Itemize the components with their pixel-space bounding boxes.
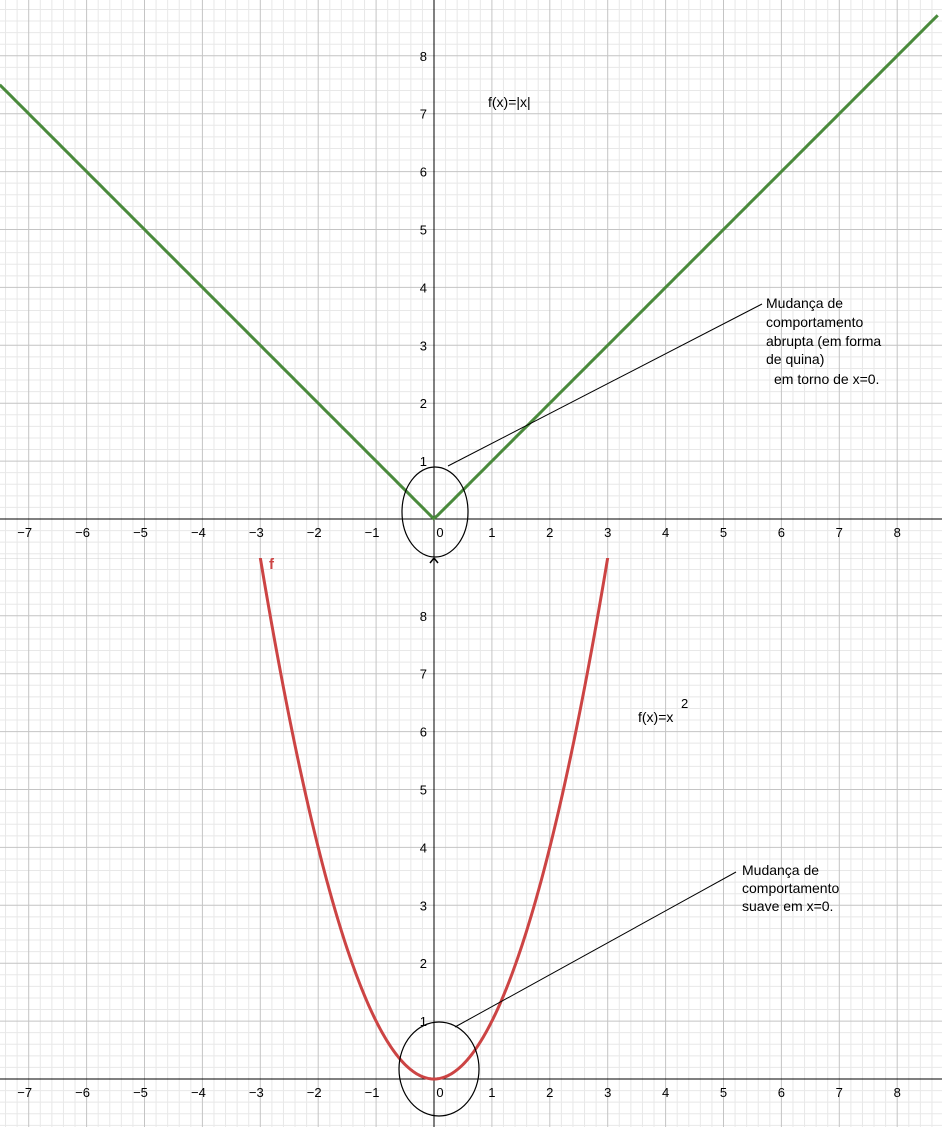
x-tick-label: −4: [191, 1085, 206, 1100]
grid: [0, 0, 942, 558]
x-tick-label: 2: [546, 1085, 553, 1100]
abs-value-curve: [0, 14, 939, 521]
y-tick-label: 8: [420, 609, 427, 624]
x-tick-label: −6: [75, 1085, 90, 1100]
annotation-pointer-line: [454, 871, 737, 1028]
x-tick-label: 0: [436, 1085, 443, 1100]
x-tick-label: 6: [778, 525, 785, 540]
x-tick-label: 7: [836, 1085, 843, 1100]
grid: [0, 558, 942, 1127]
annotation-line-5: em torno de x=0.: [774, 371, 879, 387]
y-axis-arrow: [429, 558, 439, 564]
y-tick-label: 8: [420, 49, 427, 64]
x-tick-label: −7: [17, 1085, 32, 1100]
x-tick-label: −1: [365, 525, 380, 540]
y-tick-label: 4: [420, 280, 427, 295]
formula-label: f(x)=|x|: [488, 94, 531, 110]
y-tick-label: 3: [420, 898, 427, 913]
formula-exponent: 2: [681, 696, 688, 711]
x-tick-label: 8: [894, 1085, 901, 1100]
annotation-line-1: Mudança de: [766, 295, 843, 311]
x-tick-label: 4: [662, 1085, 669, 1100]
x-tick-label: 3: [604, 525, 611, 540]
x-tick-label: 8: [894, 525, 901, 540]
abs-value-panel: −7 −6 −5 −4 −3 −2 −1 0 1 2 3 4 5 6 7 8 1 2 3 4 5 6 7 8 f(x)=|x|…: [0, 0, 942, 558]
x-tick-label: 1: [488, 1085, 495, 1100]
tick-labels: −7 −6 −5 −4 −3 −2 −1 0 1 2 3 4 5 6 7 8 1 2 3 4 5 6 7 8: [17, 609, 901, 1100]
annotation-line-4: de quina): [766, 351, 824, 367]
y-tick-label: 4: [420, 840, 427, 855]
y-tick-label: 6: [420, 725, 427, 740]
parabola-curve: [258, 558, 610, 1081]
y-tick-label: 1: [420, 1014, 427, 1029]
annotation-line-1: Mudança de: [742, 862, 819, 878]
y-tick-label: 5: [420, 223, 427, 238]
x-tick-label: 5: [720, 525, 727, 540]
y-tick-label: 7: [420, 667, 427, 682]
x-tick-label: 1: [488, 525, 495, 540]
annotation-pointer-line: [447, 303, 763, 467]
x-tick-label: −1: [365, 1085, 380, 1100]
x-tick-label: −2: [307, 1085, 322, 1100]
x-tick-label: −5: [133, 1085, 148, 1100]
y-tick-label: 6: [420, 165, 427, 180]
x-tick-label: 5: [720, 1085, 727, 1100]
x-tick-label: 6: [778, 1085, 785, 1100]
corner-highlight-circle: [401, 466, 469, 558]
axes: [0, 0, 942, 558]
series-name-label: f: [269, 556, 275, 573]
tick-labels: −7 −6 −5 −4 −3 −2 −1 0 1 2 3 4 5 6 7 8 1 2 3 4 5 6 7 8: [17, 49, 901, 540]
x-tick-label: 7: [836, 525, 843, 540]
x-tick-label: −7: [17, 525, 32, 540]
formula-label: f(x)=x: [638, 709, 673, 725]
annotation-line-3: abrupta (em forma: [766, 333, 881, 349]
x-tick-label: −4: [191, 525, 206, 540]
y-tick-label: 1: [420, 454, 427, 469]
formula-base: f(x)=x: [638, 709, 673, 725]
parabola-panel: −7 −6 −5 −4 −3 −2 −1 0 1 2 3 4 5 6 7 8 1 2 3 4 5 6 7 8 f f(x)=x…: [0, 556, 942, 1127]
annotation-line-3: suave em x=0.: [742, 898, 833, 914]
x-tick-label: 3: [604, 1085, 611, 1100]
x-tick-label: 0: [436, 525, 443, 540]
x-tick-label: 4: [662, 525, 669, 540]
annotation-line-2: comportamento: [742, 880, 839, 896]
x-tick-label: −5: [133, 525, 148, 540]
y-tick-label: 7: [420, 107, 427, 122]
x-tick-label: 2: [546, 525, 553, 540]
x-tick-label: −3: [249, 525, 264, 540]
y-tick-label: 2: [420, 956, 427, 971]
x-tick-label: −2: [307, 525, 322, 540]
y-tick-label: 2: [420, 396, 427, 411]
y-tick-label: 3: [420, 338, 427, 353]
x-tick-label: −3: [249, 1085, 264, 1100]
vertex-highlight-circle: [398, 1021, 480, 1117]
annotation-line-2: comportamento: [766, 314, 863, 330]
axes: [0, 558, 942, 1127]
y-tick-label: 5: [420, 783, 427, 798]
x-tick-label: −6: [75, 525, 90, 540]
